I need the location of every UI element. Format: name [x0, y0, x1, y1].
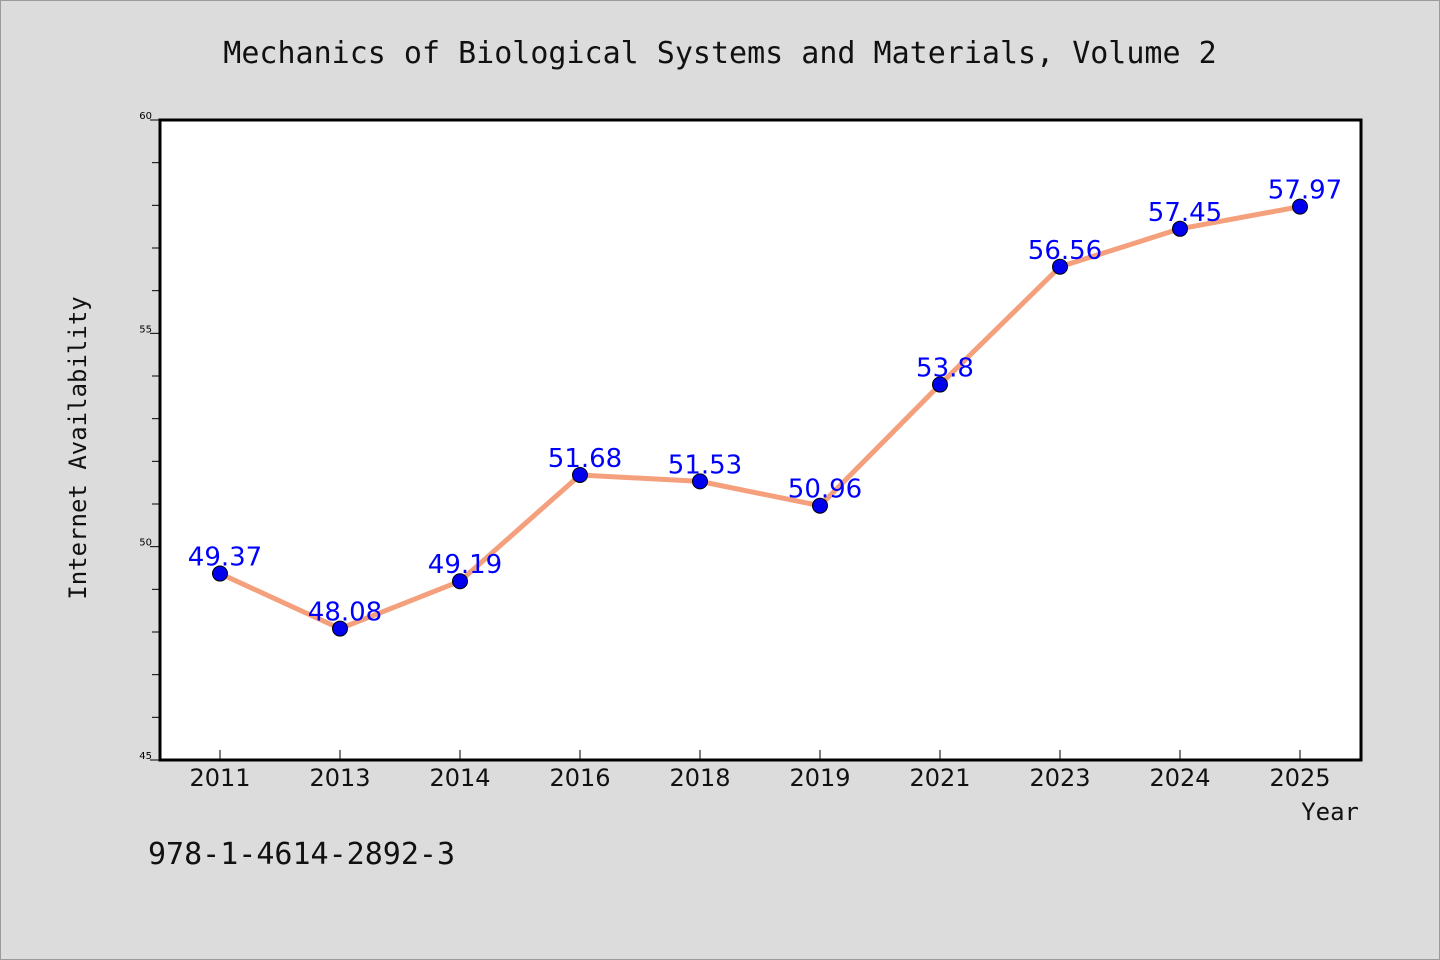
data-markers — [212, 198, 1308, 637]
data-label: 51.68 — [548, 444, 622, 474]
x-axis-title: Year — [1301, 798, 1359, 826]
data-point — [1172, 220, 1188, 237]
y-tick-label: 45 — [139, 751, 152, 762]
x-tick-label: 2024 — [1149, 764, 1210, 792]
x-tick-label: 2011 — [189, 764, 250, 792]
data-label: 56.56 — [1028, 236, 1102, 266]
chart-title: Mechanics of Biological Systems and Mate… — [223, 36, 1216, 71]
x-tick-label: 2021 — [909, 764, 970, 792]
data-point — [572, 466, 588, 483]
data-point — [212, 565, 228, 582]
series-line-group — [217, 204, 1303, 632]
x-tick-label: 2023 — [1029, 764, 1090, 792]
data-point — [812, 497, 828, 514]
x-tick-label: 2016 — [549, 764, 610, 792]
footnote-isbn: 978-1-4614-2892-3 — [148, 837, 455, 872]
data-point — [1052, 258, 1068, 275]
data-label: 57.97 — [1268, 176, 1342, 206]
data-label: 50.96 — [788, 475, 862, 505]
x-tick-label: 2025 — [1269, 764, 1330, 792]
data-label: 57.45 — [1148, 198, 1222, 228]
data-point — [1292, 198, 1308, 215]
y-axis-title: Internet Availability — [64, 296, 92, 599]
plot-area — [158, 118, 1363, 762]
y-tick-label: 60 — [139, 111, 152, 122]
x-tick-label: 2013 — [309, 764, 370, 792]
x-tick-label: 2018 — [669, 764, 730, 792]
series-line — [217, 204, 1303, 632]
x-axis: 2011 2013 2014 2016 2018 2019 2021 2023 2024 2025 — [189, 750, 1331, 792]
data-point — [932, 376, 948, 393]
data-label: 53.8 — [916, 354, 974, 384]
data-label: 49.19 — [428, 550, 502, 580]
data-label: 49.37 — [188, 543, 262, 573]
data-point — [452, 573, 468, 590]
y-tick-label: 50 — [139, 538, 152, 549]
data-label: 48.08 — [308, 598, 382, 628]
y-tick-label: 55 — [139, 324, 152, 335]
data-point — [692, 473, 708, 490]
y-axis: 45 50 55 60 — [139, 111, 160, 762]
data-labels: 49.37 48.08 49.19 51.68 51.53 50.96 53.8 56.56 5… — [188, 176, 1342, 628]
x-tick-label: 2019 — [789, 764, 850, 792]
data-point — [332, 620, 348, 637]
x-tick-label: 2014 — [429, 764, 490, 792]
data-label: 51.53 — [668, 450, 742, 480]
